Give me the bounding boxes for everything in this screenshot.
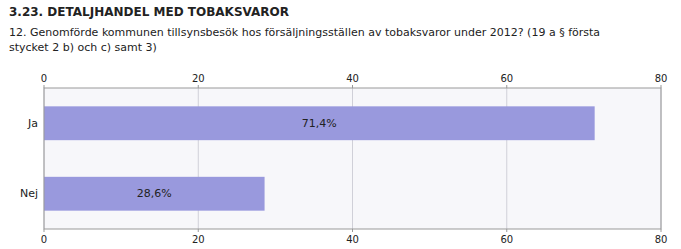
data-labels: 71,4% 28,6% [137, 117, 337, 201]
subtitle-line: 12. Genomförde kommunen tillsynsbesök ho… [9, 26, 600, 39]
tick-mark [198, 85, 199, 88]
tick-mark [44, 85, 45, 88]
tick-mark [506, 229, 507, 232]
tick-label: 40 [346, 73, 359, 84]
tick-mark [44, 229, 45, 232]
x-axis: 0 0 20 20 40 40 60 60 80 80 [41, 73, 668, 245]
title: 3.23. DETALJHANDEL MED TOBAKSVAROR [9, 5, 289, 19]
bar [44, 106, 595, 140]
tick-mark [661, 85, 662, 88]
bars [44, 106, 595, 210]
data-label: 28,6% [137, 187, 172, 200]
subtitle-line: stycket 2 b) och c) samt 3) [9, 41, 157, 54]
tick-label: 60 [500, 73, 513, 84]
tick-label: 40 [346, 234, 359, 245]
tick-label: 20 [192, 73, 205, 84]
tick-mark [506, 85, 507, 88]
tick-mark [661, 229, 662, 232]
subtitle: 12. Genomförde kommunen tillsynsbesök ho… [9, 26, 600, 54]
tick-label: 0 [41, 234, 47, 245]
tick-label: 20 [192, 234, 205, 245]
chart-root: 3.23. DETALJHANDEL MED TOBAKSVAROR 12. Ge… [0, 0, 681, 249]
tick-label: 80 [655, 234, 668, 245]
tick-label: 80 [655, 73, 668, 84]
tick-mark [352, 229, 353, 232]
grid [44, 88, 661, 229]
plot-background [44, 88, 661, 229]
category-label: Ja [27, 117, 38, 130]
category-label: Nej [20, 187, 38, 200]
tick-label: 60 [500, 234, 513, 245]
data-label: 71,4% [302, 117, 337, 130]
tick-mark [198, 229, 199, 232]
tick-mark [352, 85, 353, 88]
plot-frame [44, 88, 661, 229]
bar [44, 177, 265, 211]
tick-label: 0 [41, 73, 47, 84]
